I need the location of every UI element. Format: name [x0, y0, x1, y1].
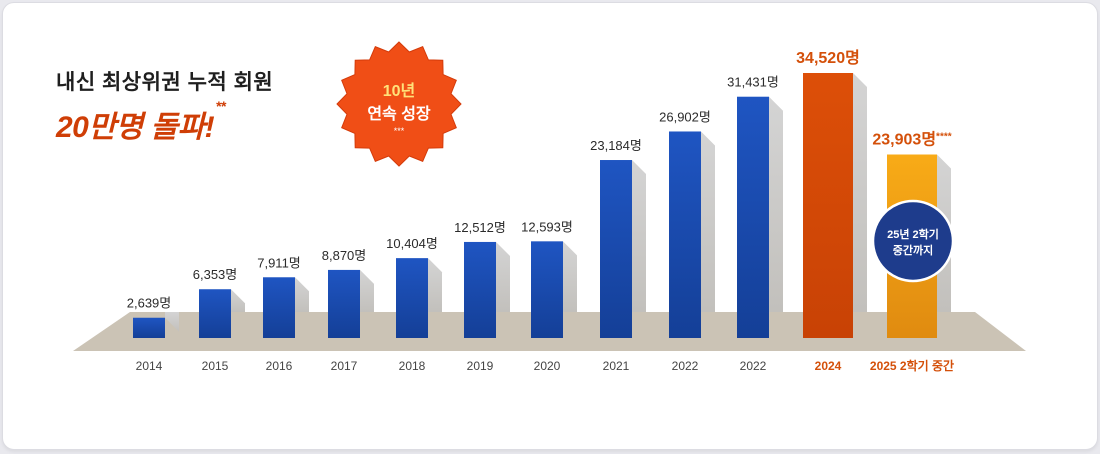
headline-subtitle: 내신 최상위권 누적 회원	[56, 71, 274, 94]
headline-title-text: 20만명 돌파!	[56, 111, 215, 144]
headline-title: 20만명 돌파!**	[56, 98, 273, 146]
headline-footnote-mark: **	[216, 98, 227, 114]
headline: 내신 최상위권 누적 회원 20만명 돌파!**	[56, 66, 273, 146]
